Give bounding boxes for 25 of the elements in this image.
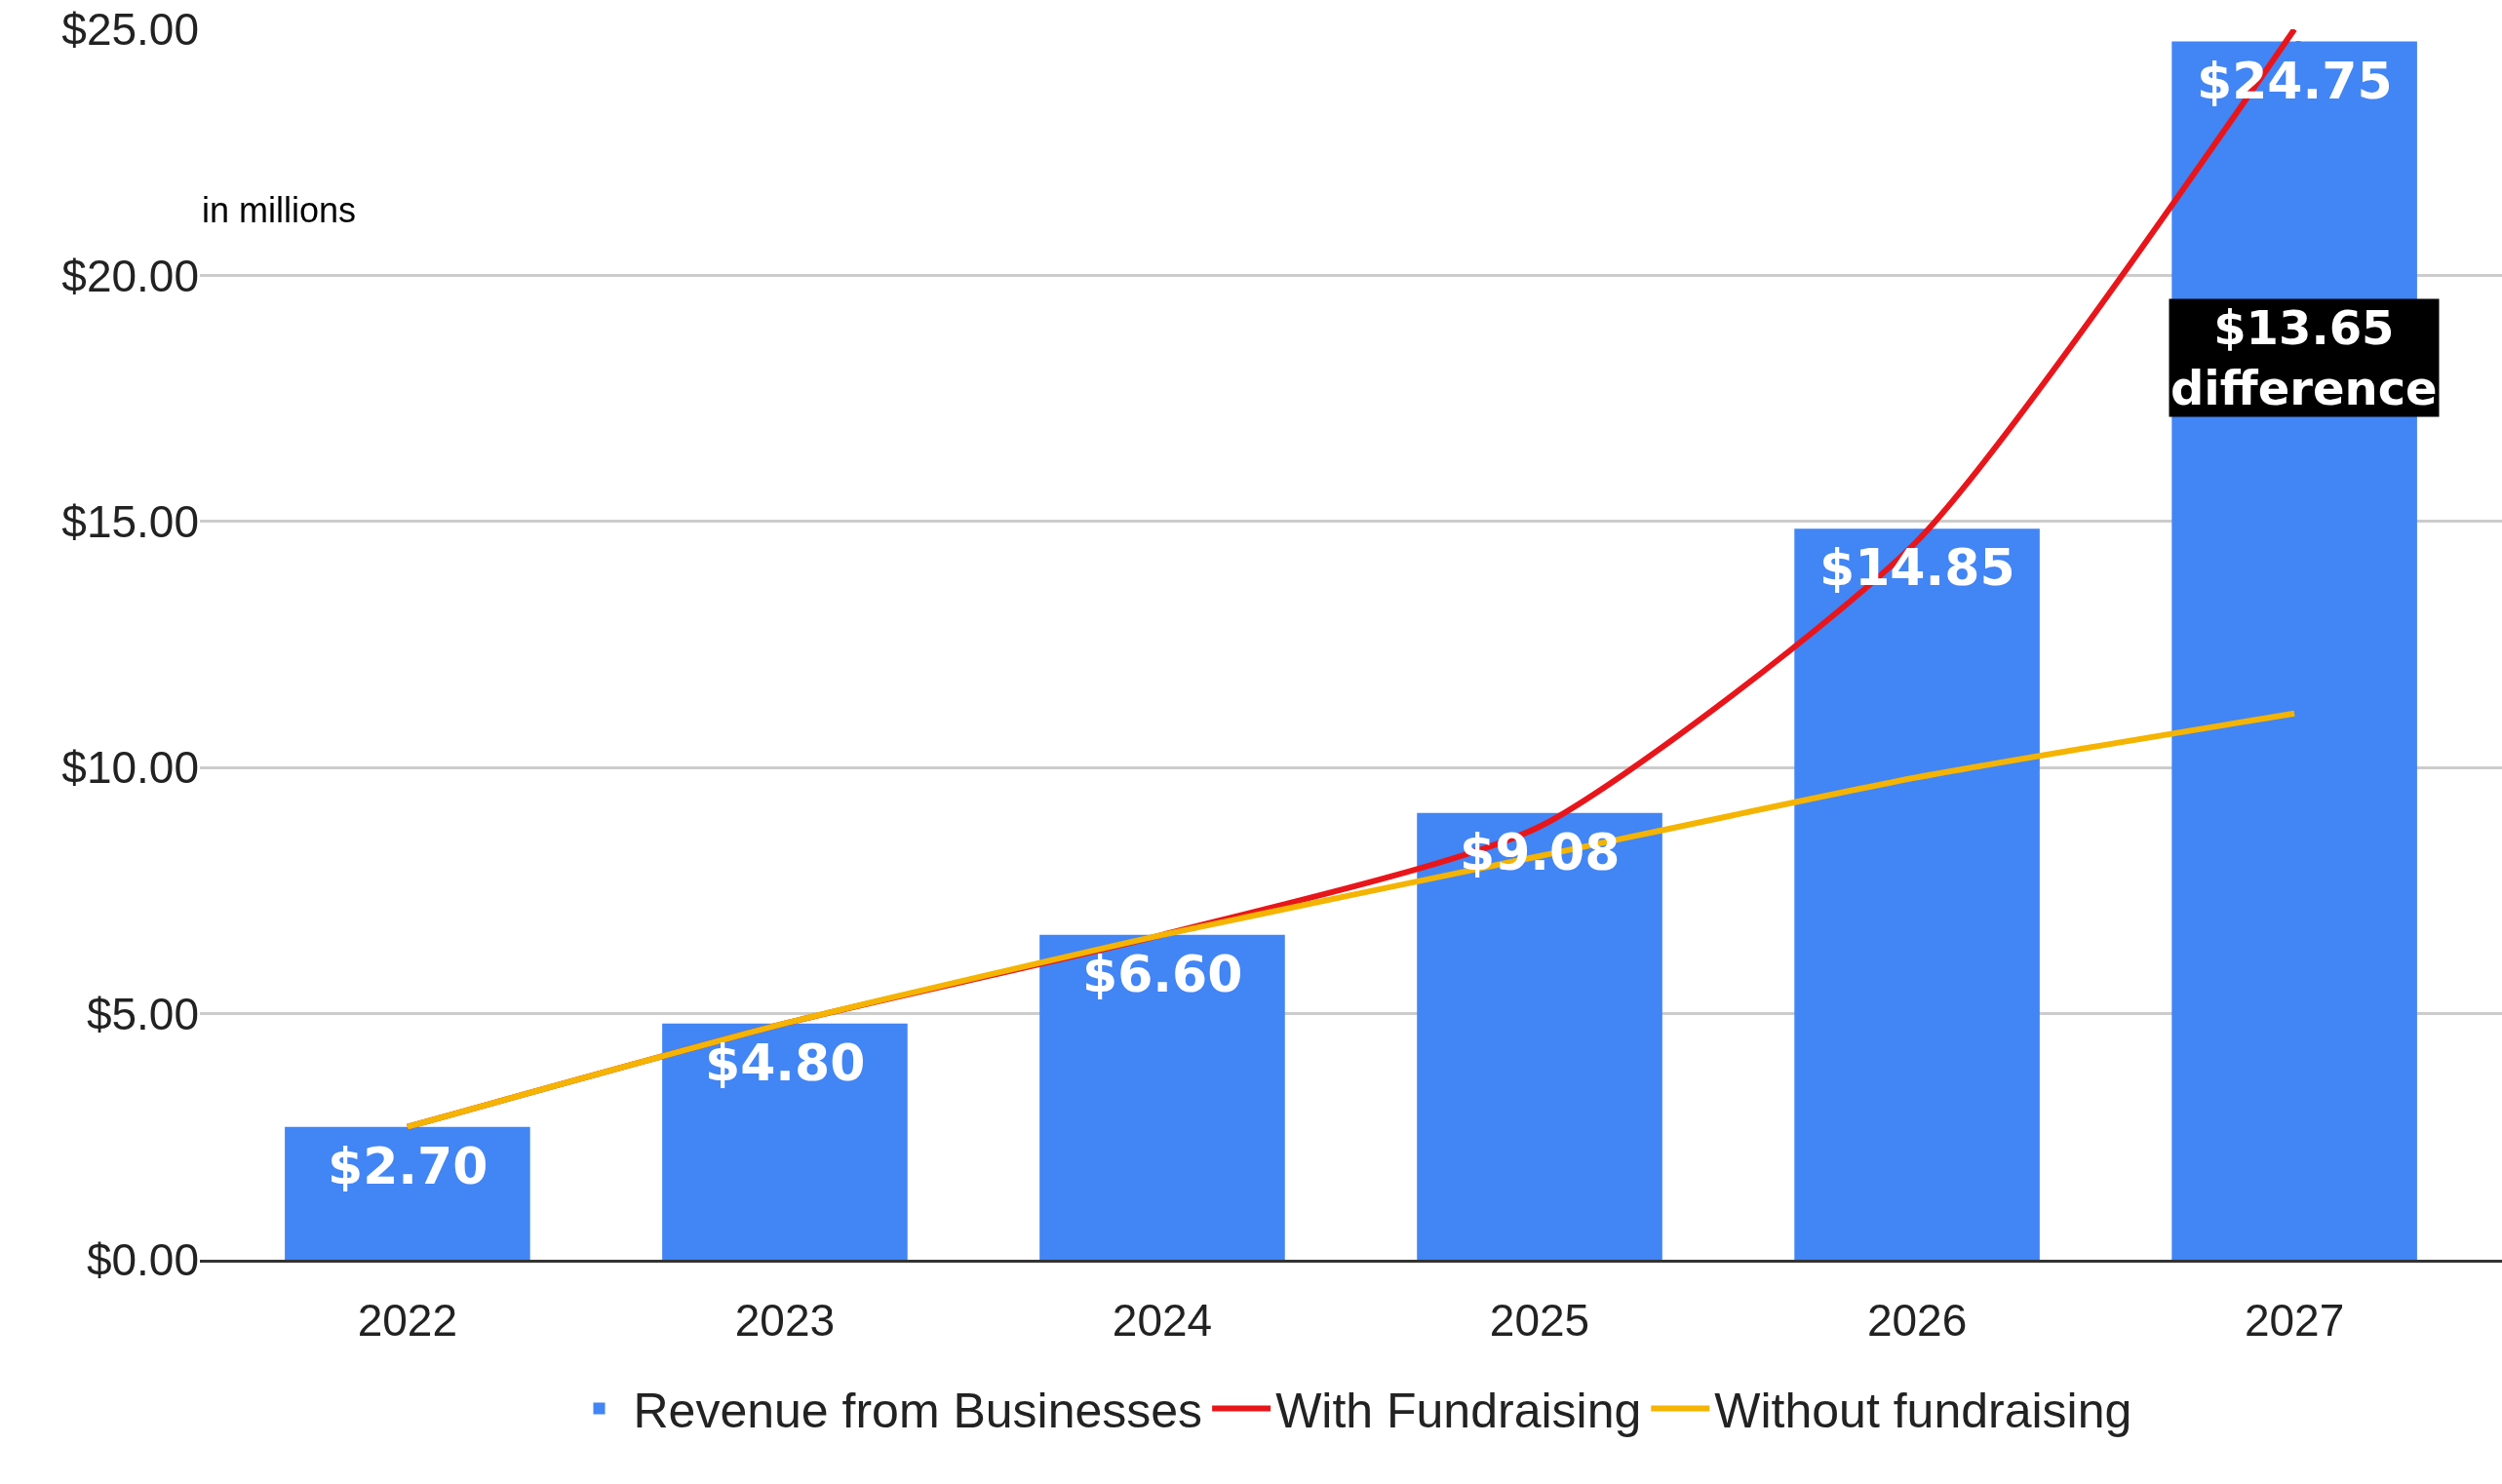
x-tick-label: 2023 [734,1295,836,1347]
y-tick-label: $0.00 [86,1234,199,1286]
bar [1417,812,1662,1260]
data-label: $2.70 [328,1137,489,1195]
x-tick-label: 2025 [1489,1295,1590,1347]
y-tick-label: $20.00 [61,250,199,301]
y-tick-label: $5.00 [86,988,199,1039]
y-tick-label: $25.00 [61,4,199,56]
bar [662,1023,908,1260]
legend-label: Revenue from Businesses [633,1384,1203,1439]
bar [1794,528,2040,1260]
y-tick-label: $15.00 [61,495,199,547]
data-label: $6.60 [1082,945,1243,1003]
x-tick-label: 2022 [357,1295,458,1347]
x-tick-label: 2024 [1112,1295,1213,1347]
x-tick-label: 2026 [1866,1295,1968,1347]
legend-label: With Fundraising [1275,1384,1642,1439]
y-tick-label: $10.00 [61,742,199,794]
x-tick-label: 2027 [2244,1295,2345,1347]
data-label: $4.80 [705,1034,866,1092]
bar [285,1126,530,1260]
annotation: $13.65 difference [2170,300,2438,416]
legend-label: Without fundraising [1714,1384,2132,1439]
y-axis-title: in millions [202,190,357,230]
bar [1039,934,1285,1260]
